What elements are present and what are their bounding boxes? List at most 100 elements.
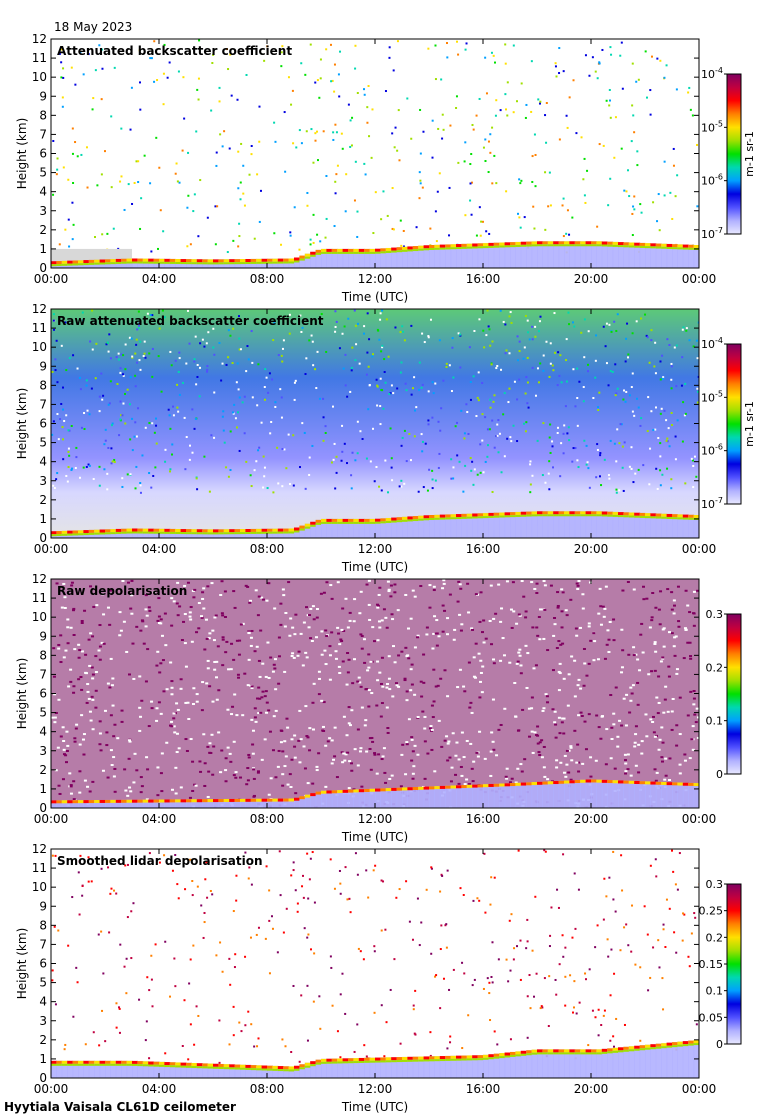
y-tick-label: 1 (39, 1052, 47, 1066)
instrument-caption: Hyytiala Vaisala CL61D ceilometer (4, 1100, 236, 1114)
y-tick-label: 4 (39, 995, 47, 1009)
y-tick-label: 12 (32, 302, 47, 316)
y-axis-label: Height (km) (15, 658, 29, 729)
y-tick-label: 3 (39, 1014, 47, 1028)
y-tick-label: 5 (39, 166, 47, 180)
x-tick-label: 04:00 (142, 812, 177, 826)
y-tick-label: 2 (39, 223, 47, 237)
y-tick-label: 7 (39, 937, 47, 951)
x-tick-label: 00:00 (34, 1082, 69, 1096)
colorbar-unit: m-1 sr-1 (743, 401, 756, 447)
x-tick-label: 12:00 (358, 272, 393, 286)
x-tick-label: 08:00 (250, 272, 285, 286)
x-axis-label: Time (UTC) (341, 1100, 408, 1114)
colorbar-tick-label: 0.3 (706, 878, 724, 891)
y-axis-label: Height (km) (15, 118, 29, 189)
colorbar (726, 73, 742, 235)
y-tick-label: 11 (32, 51, 47, 65)
y-tick-label: 12 (32, 572, 47, 586)
y-tick-label: 1 (39, 242, 47, 256)
colorbar-tick-label: 10-7 (701, 226, 723, 241)
x-tick-label: 08:00 (250, 542, 285, 556)
plot-date: 18 May 2023 (54, 20, 133, 34)
y-tick-label: 5 (39, 976, 47, 990)
colorbar-unit: m-1 sr-1 (743, 131, 756, 177)
x-tick-label: 16:00 (466, 542, 501, 556)
y-tick-label: 4 (39, 455, 47, 469)
y-tick-label: 8 (39, 648, 47, 662)
y-tick-label: 1 (39, 782, 47, 796)
colorbar-tick-label: 10-6 (701, 173, 723, 188)
y-axis-label: Height (km) (15, 388, 29, 459)
colorbar-tick-label: 10-7 (701, 496, 723, 511)
colorbar-tick-label: 10-4 (701, 66, 723, 81)
colorbar-tick-label: 0.1 (706, 715, 724, 728)
x-axis-label: Time (UTC) (341, 830, 408, 844)
x-tick-label: 20:00 (574, 272, 609, 286)
colorbar-tick-label: 0.05 (699, 1011, 724, 1024)
y-tick-label: 5 (39, 436, 47, 450)
y-tick-label: 7 (39, 667, 47, 681)
x-axis-label: Time (UTC) (341, 560, 408, 574)
x-tick-label: 08:00 (250, 812, 285, 826)
y-tick-label: 0 (39, 1071, 47, 1085)
y-tick-label: 2 (39, 763, 47, 777)
y-tick-label: 8 (39, 108, 47, 122)
colorbar-tick-label: 0.25 (699, 905, 724, 918)
x-tick-label: 20:00 (574, 1082, 609, 1096)
y-tick-label: 11 (32, 591, 47, 605)
y-tick-label: 0 (39, 801, 47, 815)
y-tick-label: 12 (32, 842, 47, 856)
y-tick-label: 9 (39, 899, 47, 913)
x-tick-label: 04:00 (142, 272, 177, 286)
y-tick-label: 6 (39, 417, 47, 431)
y-tick-label: 3 (39, 474, 47, 488)
colorbar (726, 883, 742, 1045)
x-tick-label: 00:00 (682, 812, 717, 826)
x-tick-label: 08:00 (250, 1082, 285, 1096)
y-tick-label: 11 (32, 321, 47, 335)
colorbar (726, 343, 742, 505)
heatmap-field (51, 39, 699, 268)
y-tick-label: 11 (32, 861, 47, 875)
x-tick-label: 04:00 (142, 1082, 177, 1096)
x-tick-label: 16:00 (466, 812, 501, 826)
panel-title: Raw attenuated backscatter coefficient (57, 314, 324, 328)
colorbar (726, 613, 742, 775)
y-tick-label: 9 (39, 629, 47, 643)
y-tick-label: 0 (39, 261, 47, 275)
y-tick-label: 10 (32, 70, 47, 84)
x-tick-label: 00:00 (34, 272, 69, 286)
y-tick-label: 8 (39, 378, 47, 392)
y-axis-label: Height (km) (15, 928, 29, 999)
x-tick-label: 20:00 (574, 542, 609, 556)
colorbar-tick-label: 0 (716, 768, 723, 781)
colorbar-tick-label: 10-6 (701, 443, 723, 458)
x-tick-label: 00:00 (34, 542, 69, 556)
y-tick-label: 7 (39, 397, 47, 411)
y-tick-label: 10 (32, 880, 47, 894)
y-tick-label: 6 (39, 147, 47, 161)
y-tick-label: 10 (32, 340, 47, 354)
y-tick-label: 6 (39, 687, 47, 701)
y-tick-label: 0 (39, 531, 47, 545)
y-tick-label: 1 (39, 512, 47, 526)
x-tick-label: 00:00 (34, 812, 69, 826)
panel-title: Smoothed lidar depolarisation (57, 854, 263, 868)
panel-4: Smoothed lidar depolarisation01234567891… (15, 842, 742, 1114)
x-tick-label: 04:00 (142, 542, 177, 556)
y-tick-label: 5 (39, 706, 47, 720)
x-tick-label: 20:00 (574, 812, 609, 826)
colorbar-tick-label: 0.15 (699, 958, 724, 971)
colorbar-tick-label: 10-5 (701, 119, 723, 134)
y-tick-label: 10 (32, 610, 47, 624)
x-tick-label: 12:00 (358, 542, 393, 556)
y-tick-label: 7 (39, 127, 47, 141)
y-tick-label: 3 (39, 204, 47, 218)
heatmap-field (51, 309, 699, 538)
x-tick-label: 16:00 (466, 272, 501, 286)
colorbar-tick-label: 0.2 (706, 661, 724, 674)
x-tick-label: 00:00 (682, 1082, 717, 1096)
